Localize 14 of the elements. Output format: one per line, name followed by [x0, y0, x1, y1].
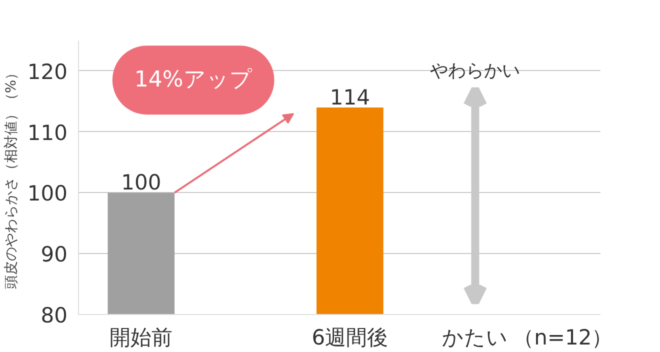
data-label: 100	[121, 170, 162, 195]
y-tick-label: 100	[27, 182, 68, 206]
text: かたい	[442, 326, 508, 350]
text: （n=12）	[513, 326, 613, 350]
y-tick-label: 90	[40, 242, 68, 267]
y-tick-label: 120	[27, 60, 68, 84]
data-label: 114	[330, 85, 370, 110]
y-tick-label: 80	[40, 304, 68, 328]
y-tick-label: 110	[27, 120, 68, 145]
y-axis-title: 頭皮のやわらかさ（相対値）（%）	[3, 66, 20, 290]
x-tick-label: 開始前	[110, 326, 173, 350]
annotation: やわらかい	[430, 60, 520, 82]
x-tick-label: 6週間後	[312, 326, 388, 350]
annotation: 14%アップ	[134, 68, 252, 93]
